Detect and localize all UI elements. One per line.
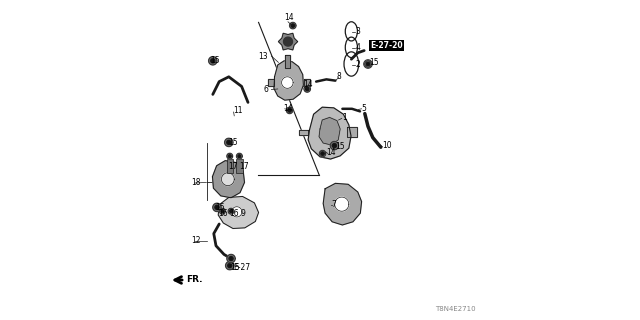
Polygon shape: [288, 109, 291, 112]
Polygon shape: [330, 141, 339, 150]
Text: E-27-20: E-27-20: [371, 41, 403, 50]
Polygon shape: [347, 127, 357, 137]
Polygon shape: [285, 55, 290, 68]
Polygon shape: [319, 150, 326, 157]
Polygon shape: [212, 161, 244, 198]
Text: 15: 15: [215, 203, 225, 212]
Text: 1: 1: [342, 113, 346, 122]
Text: 17: 17: [239, 162, 249, 171]
Polygon shape: [282, 77, 293, 88]
Polygon shape: [218, 196, 259, 228]
Polygon shape: [284, 37, 292, 46]
Polygon shape: [323, 183, 362, 225]
Text: 17: 17: [228, 162, 237, 171]
Text: 5: 5: [362, 104, 367, 113]
Polygon shape: [278, 33, 298, 50]
Text: 15: 15: [335, 142, 345, 151]
Text: 6: 6: [263, 85, 268, 94]
Text: 3: 3: [356, 27, 361, 36]
Bar: [227, 159, 233, 173]
Text: T8N4E2710: T8N4E2710: [435, 306, 475, 312]
Polygon shape: [221, 210, 224, 212]
Bar: [236, 159, 243, 173]
Polygon shape: [226, 261, 234, 270]
Text: 16: 16: [229, 209, 239, 218]
Text: E-27: E-27: [233, 263, 250, 272]
Text: 15: 15: [370, 58, 380, 67]
Text: 11: 11: [234, 106, 243, 115]
Text: FR.: FR.: [187, 276, 203, 284]
Polygon shape: [306, 87, 309, 91]
Polygon shape: [228, 264, 232, 268]
Text: 9: 9: [241, 209, 246, 218]
Polygon shape: [321, 152, 324, 155]
Polygon shape: [213, 203, 221, 212]
Polygon shape: [228, 208, 234, 214]
Text: 14: 14: [284, 13, 294, 22]
Polygon shape: [227, 140, 231, 144]
Polygon shape: [287, 107, 293, 114]
Text: 15: 15: [228, 138, 237, 147]
Polygon shape: [274, 61, 303, 100]
Text: 14: 14: [326, 148, 335, 157]
Polygon shape: [268, 79, 274, 86]
Text: 8: 8: [337, 72, 341, 81]
Polygon shape: [230, 210, 232, 212]
Polygon shape: [333, 144, 337, 148]
Text: 2: 2: [356, 60, 360, 68]
Text: 18: 18: [191, 178, 201, 187]
Polygon shape: [291, 24, 294, 27]
Text: 13: 13: [259, 52, 268, 60]
Text: 7: 7: [332, 200, 336, 209]
Polygon shape: [215, 205, 219, 209]
Polygon shape: [304, 86, 310, 92]
Polygon shape: [225, 138, 233, 147]
Polygon shape: [209, 57, 217, 65]
Text: 15: 15: [211, 56, 220, 65]
Text: 10: 10: [383, 141, 392, 150]
Polygon shape: [300, 130, 308, 135]
Text: 14: 14: [303, 80, 313, 89]
Polygon shape: [319, 117, 340, 145]
Text: 15: 15: [230, 263, 239, 272]
Polygon shape: [308, 107, 351, 159]
Polygon shape: [228, 155, 231, 157]
Polygon shape: [364, 60, 372, 68]
Polygon shape: [211, 59, 215, 63]
Text: 4: 4: [356, 43, 361, 52]
Polygon shape: [365, 61, 371, 67]
Polygon shape: [304, 79, 310, 86]
Text: 14: 14: [283, 104, 292, 113]
Polygon shape: [335, 197, 349, 211]
Polygon shape: [221, 173, 234, 186]
Text: 16: 16: [218, 209, 228, 218]
Text: 12: 12: [191, 236, 201, 245]
Polygon shape: [227, 153, 233, 159]
Polygon shape: [290, 22, 296, 29]
Polygon shape: [220, 208, 225, 214]
Polygon shape: [237, 153, 243, 159]
Polygon shape: [229, 257, 233, 260]
Polygon shape: [366, 62, 370, 66]
Polygon shape: [227, 254, 236, 263]
Polygon shape: [367, 62, 370, 66]
Polygon shape: [232, 207, 242, 217]
Polygon shape: [238, 155, 241, 157]
Text: E-27-20: E-27-20: [371, 41, 403, 50]
